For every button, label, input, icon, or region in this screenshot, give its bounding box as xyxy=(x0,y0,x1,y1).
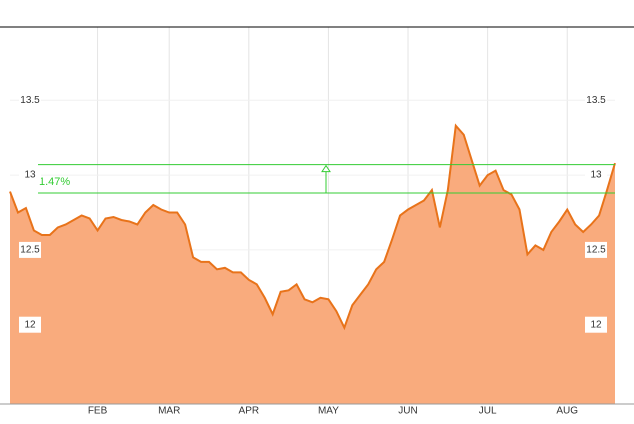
x-tick-label: APR xyxy=(239,406,260,417)
y-tick-box xyxy=(585,92,607,109)
y-tick-label: 13 xyxy=(590,170,602,181)
y-tick-label: 12.5 xyxy=(20,245,40,256)
y-tick-box xyxy=(19,241,41,258)
y-tick-label: 12.5 xyxy=(586,245,606,256)
x-tick-label: MAR xyxy=(158,406,180,417)
y-tick-label: 13 xyxy=(24,170,36,181)
x-tick-label: JUL xyxy=(479,406,497,417)
x-tick-label: FEB xyxy=(88,406,108,417)
area xyxy=(10,125,615,404)
y-tick-box xyxy=(585,167,607,184)
y-tick-label: 12 xyxy=(24,319,36,330)
x-tick-label: MAY xyxy=(318,406,339,417)
y-tick-label: 13.5 xyxy=(586,95,606,106)
line xyxy=(9,123,616,331)
y-tick-label: 13.5 xyxy=(20,95,40,106)
arrow-head xyxy=(321,164,331,173)
y-tick-box xyxy=(19,316,41,333)
y-tick-box xyxy=(19,167,41,184)
y-tick-box xyxy=(585,241,607,258)
x-tick-label: AUG xyxy=(556,406,578,417)
x-tick-label: JUN xyxy=(398,406,417,417)
y-tick-box xyxy=(585,316,607,333)
change-label: 1.47% xyxy=(39,176,70,188)
y-tick-label: 12 xyxy=(590,319,602,330)
y-tick-box xyxy=(19,92,41,109)
